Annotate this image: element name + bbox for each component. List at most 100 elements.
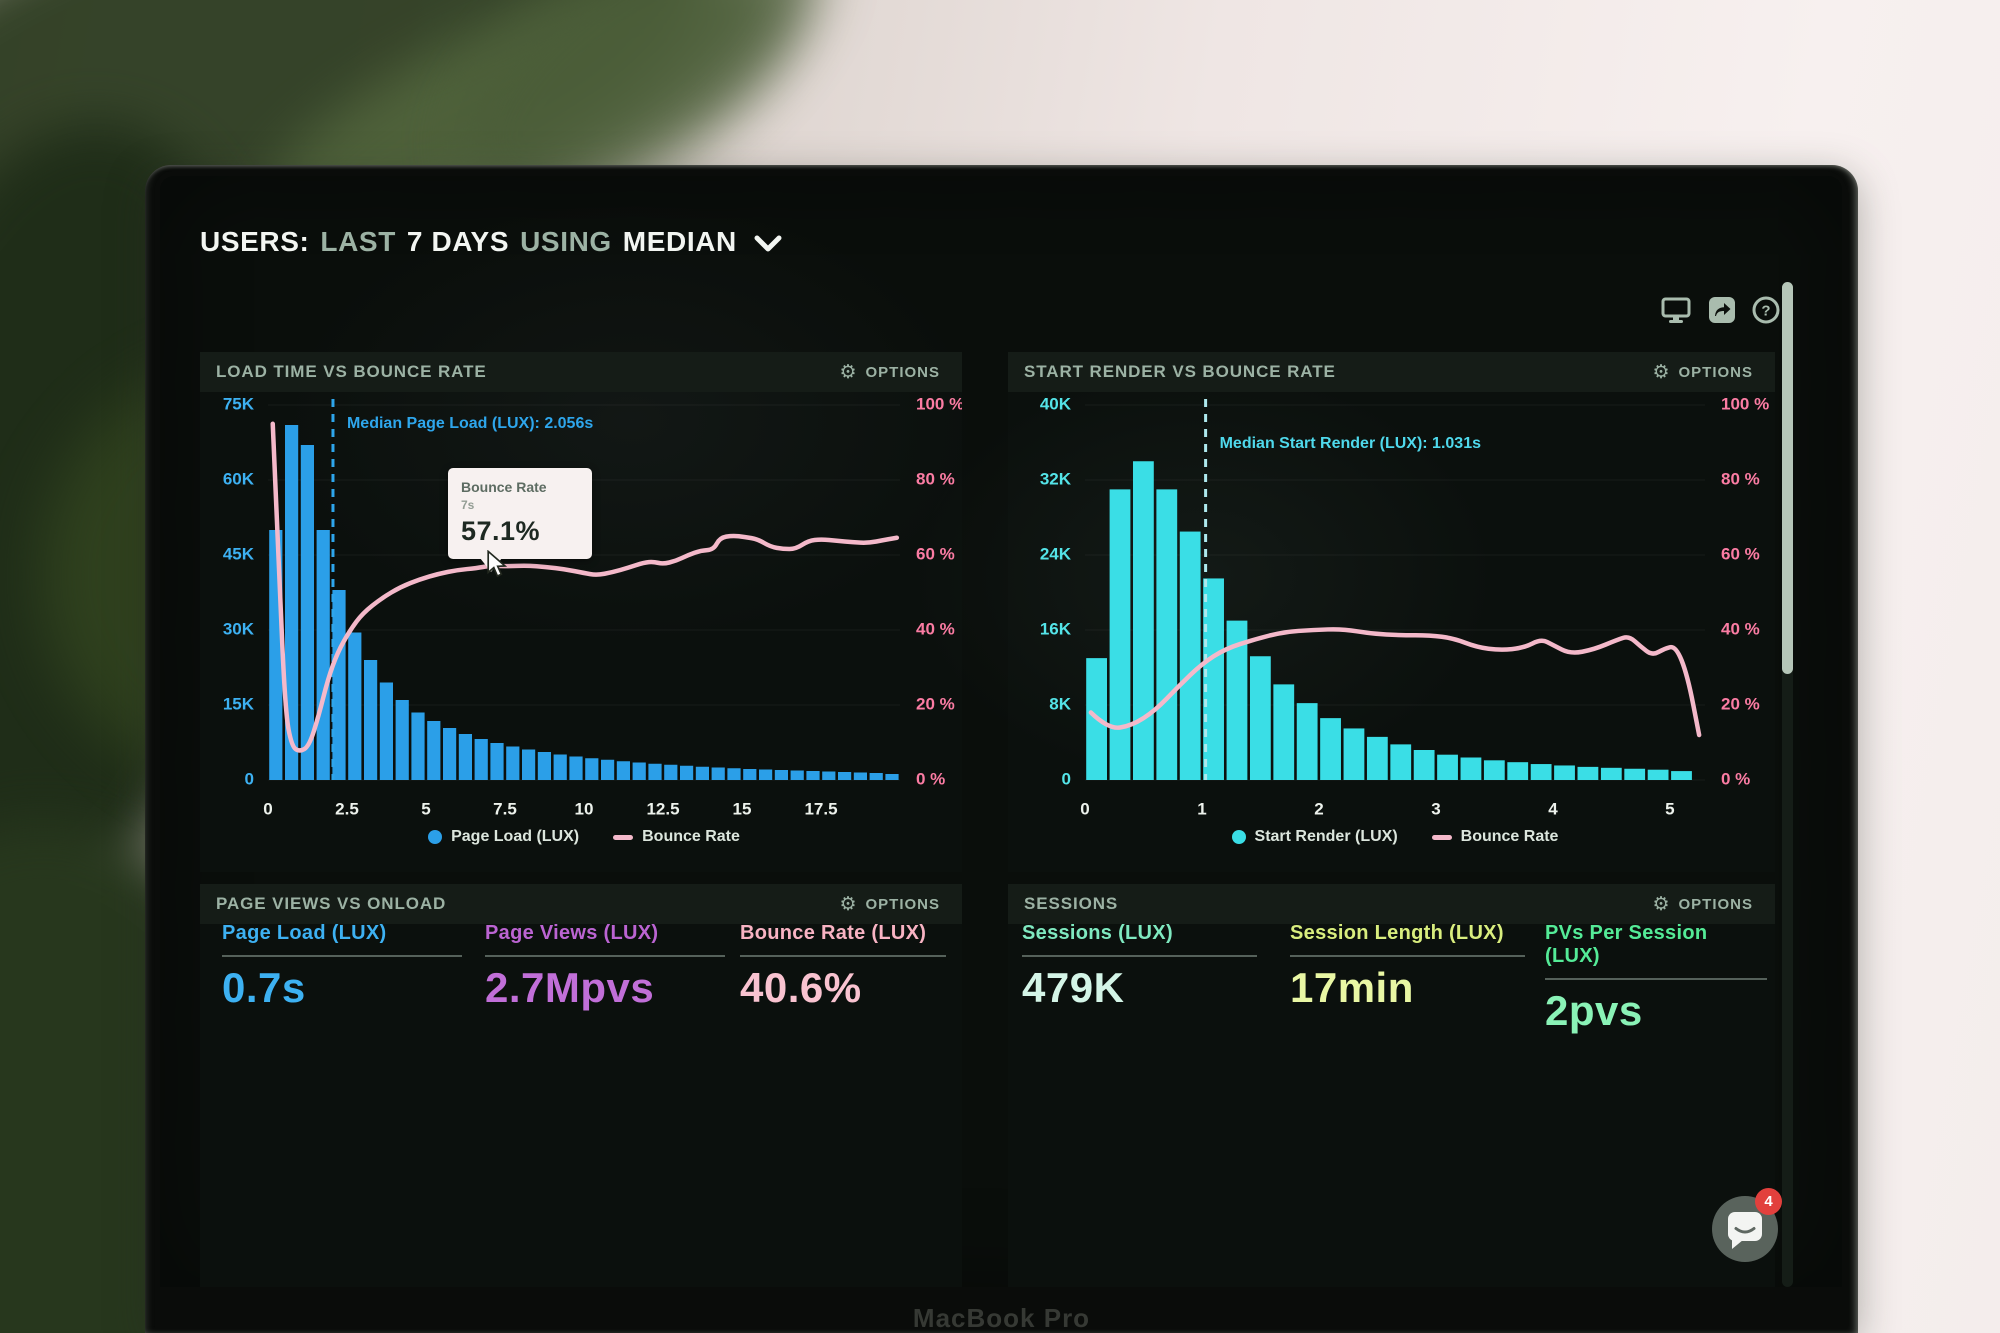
scrollbar-thumb[interactable] <box>1782 282 1793 674</box>
options-button[interactable]: ⚙ OPTIONS <box>833 362 946 383</box>
help-icon[interactable]: ? <box>1752 296 1780 324</box>
histogram-bar[interactable] <box>537 752 551 780</box>
histogram-bar[interactable] <box>332 590 346 780</box>
panel-page-views-vs-onload: PAGE VIEWS VS ONLOAD ⚙ OPTIONS Page Load… <box>200 884 962 1287</box>
histogram-bar[interactable] <box>1460 757 1482 781</box>
legend-item-bounce-rate[interactable]: Bounce Rate <box>613 828 740 846</box>
histogram-bar[interactable] <box>695 766 709 780</box>
axis-label: 0 % <box>1721 769 1750 788</box>
histogram-bar[interactable] <box>411 712 425 781</box>
metric-pvs-per-session: PVs Per Session (LUX) 2pvs <box>1545 922 1767 1035</box>
options-button[interactable]: ⚙ OPTIONS <box>1646 362 1759 383</box>
histogram-bar[interactable] <box>285 425 299 780</box>
histogram-bar[interactable] <box>806 771 820 780</box>
histogram-bar[interactable] <box>1132 461 1154 780</box>
title-part: USERS: <box>200 226 310 257</box>
histogram-bar[interactable] <box>727 768 741 780</box>
axis-label: 20 % <box>1721 694 1760 713</box>
histogram-bar[interactable] <box>1647 769 1669 780</box>
histogram-bar[interactable] <box>474 739 488 780</box>
histogram-bar[interactable] <box>490 743 504 780</box>
histogram-bar[interactable] <box>522 749 536 781</box>
histogram-bar[interactable] <box>822 771 836 781</box>
histogram-bar[interactable] <box>1624 768 1646 780</box>
histogram-bar[interactable] <box>853 772 867 781</box>
histogram-bar[interactable] <box>1507 762 1529 780</box>
histogram-bar[interactable] <box>1366 736 1388 780</box>
histogram-bar[interactable] <box>711 767 725 781</box>
histogram-bar[interactable] <box>443 728 457 780</box>
options-button[interactable]: ⚙ OPTIONS <box>833 894 946 915</box>
histogram-bar[interactable] <box>601 759 615 780</box>
histogram-bar[interactable] <box>569 756 583 781</box>
histogram-bar[interactable] <box>1413 750 1435 780</box>
axis-label: 100 % <box>1721 394 1769 413</box>
histogram-bar[interactable] <box>774 770 788 780</box>
histogram-bar[interactable] <box>1577 766 1599 780</box>
legend-item-bounce-rate[interactable]: Bounce Rate <box>1431 828 1558 846</box>
histogram-bar[interactable] <box>1249 656 1271 780</box>
histogram-bar[interactable] <box>759 769 773 781</box>
histogram-bar[interactable] <box>885 774 899 780</box>
histogram-bar[interactable] <box>1273 684 1295 780</box>
axis-label: 80 % <box>1721 469 1760 488</box>
histogram-bar[interactable] <box>316 530 330 780</box>
axis-label: 10 <box>575 799 594 818</box>
histogram-bar[interactable] <box>1203 578 1224 780</box>
metric-session-length: Session Length (LUX) 17min <box>1290 922 1525 1012</box>
share-icon[interactable] <box>1708 296 1736 324</box>
options-button[interactable]: ⚙ OPTIONS <box>1646 894 1759 915</box>
histogram-bar[interactable] <box>348 632 362 781</box>
histogram-bar[interactable] <box>838 772 852 780</box>
histogram-bar[interactable] <box>616 761 630 780</box>
histogram-bar[interactable] <box>790 770 804 781</box>
histogram-bar[interactable] <box>1600 767 1622 780</box>
panel-start-render-vs-bounce-rate: START RENDER VS BOUNCE RATE ⚙ OPTIONS 40… <box>1008 352 1775 872</box>
mouse-cursor <box>487 550 508 578</box>
histogram-bar[interactable] <box>585 758 599 780</box>
gear-icon: ⚙ <box>1652 361 1671 383</box>
histogram-bar[interactable] <box>1483 760 1505 780</box>
histogram-bar[interactable] <box>1320 718 1341 780</box>
scrollbar-track[interactable] <box>1782 282 1793 1287</box>
histogram-bar[interactable] <box>458 734 472 780</box>
page-title-dropdown[interactable]: USERS: LAST 7 DAYS USING MEDIAN <box>200 226 782 258</box>
histogram-bar[interactable] <box>1437 754 1458 780</box>
histogram-bar[interactable] <box>648 763 662 780</box>
histogram-bar[interactable] <box>1343 728 1365 780</box>
axis-label: 2.5 <box>335 799 359 818</box>
histogram-bar[interactable] <box>1226 620 1248 780</box>
axis-label: 7.5 <box>493 799 517 818</box>
histogram-bar[interactable] <box>1109 489 1131 780</box>
intercom-launcher[interactable]: 4 <box>1712 1188 1782 1262</box>
axis-label: 40 % <box>916 619 955 638</box>
title-part: 7 DAYS <box>406 226 510 257</box>
gear-icon: ⚙ <box>839 893 858 915</box>
histogram-bar[interactable] <box>553 754 567 781</box>
histogram-bar[interactable] <box>395 700 409 780</box>
svg-text:?: ? <box>1761 303 1770 320</box>
histogram-bar[interactable] <box>506 746 520 781</box>
axis-label: 60 % <box>1721 544 1760 563</box>
histogram-bar[interactable] <box>1554 765 1575 780</box>
histogram-bar[interactable] <box>680 765 694 780</box>
histogram-bar[interactable] <box>632 762 646 781</box>
histogram-bar[interactable] <box>743 769 757 780</box>
histogram-bar[interactable] <box>869 773 883 780</box>
axis-label: 15 <box>733 799 752 818</box>
legend-item-start-render[interactable]: Start Render (LUX) <box>1231 828 1398 846</box>
legend-item-page-load[interactable]: Page Load (LUX) <box>428 828 579 846</box>
histogram-bar[interactable] <box>1530 764 1552 780</box>
metric-page-load: Page Load (LUX) 0.7s <box>222 922 462 1012</box>
histogram-bar[interactable] <box>379 682 393 781</box>
histogram-bar[interactable] <box>364 660 378 780</box>
histogram-bar[interactable] <box>1296 703 1318 780</box>
histogram-bar[interactable] <box>1390 744 1412 780</box>
histogram-bar[interactable] <box>1671 771 1692 780</box>
histogram-bar[interactable] <box>1156 489 1178 780</box>
histogram-bar[interactable] <box>427 721 441 780</box>
histogram-bar[interactable] <box>300 445 314 780</box>
histogram-bar[interactable] <box>664 764 678 780</box>
display-icon[interactable] <box>1660 296 1692 324</box>
histogram-bar[interactable] <box>1179 531 1201 780</box>
